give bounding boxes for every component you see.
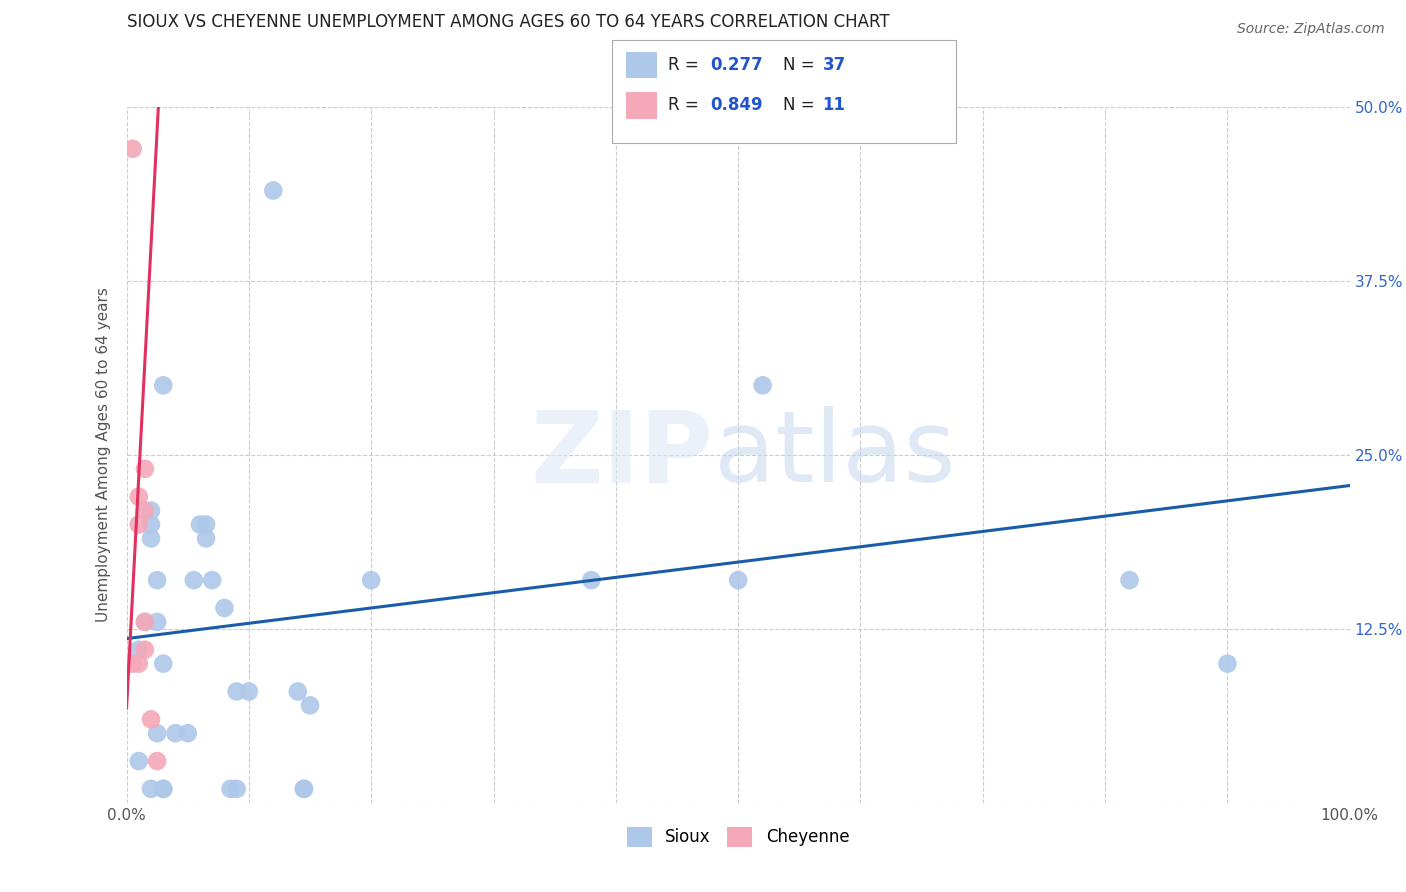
Point — [262, 184, 284, 198]
Point — [121, 142, 143, 156]
Point — [146, 754, 169, 768]
Text: R =: R = — [668, 56, 704, 74]
Point — [146, 726, 169, 740]
Point — [152, 781, 174, 796]
Point — [1216, 657, 1239, 671]
Text: 0.849: 0.849 — [710, 96, 762, 114]
Text: ZIP: ZIP — [531, 407, 714, 503]
Point — [201, 573, 224, 587]
Point — [165, 726, 187, 740]
Text: 0.277: 0.277 — [710, 56, 763, 74]
Text: Source: ZipAtlas.com: Source: ZipAtlas.com — [1237, 22, 1385, 37]
Text: N =: N = — [783, 96, 820, 114]
Point — [139, 532, 162, 546]
Point — [134, 503, 156, 517]
Point — [139, 503, 162, 517]
Point — [195, 517, 218, 532]
Point — [225, 781, 247, 796]
Text: SIOUX VS CHEYENNE UNEMPLOYMENT AMONG AGES 60 TO 64 YEARS CORRELATION CHART: SIOUX VS CHEYENNE UNEMPLOYMENT AMONG AGE… — [127, 13, 889, 31]
Point — [128, 517, 150, 532]
Point — [214, 601, 236, 615]
Point — [121, 657, 143, 671]
Point — [1118, 573, 1140, 587]
Point — [128, 490, 150, 504]
Point — [134, 462, 156, 476]
Point — [292, 781, 315, 796]
Point — [139, 781, 162, 796]
Point — [727, 573, 749, 587]
Point — [152, 657, 174, 671]
Point — [195, 532, 218, 546]
Text: 37: 37 — [823, 56, 846, 74]
Legend: Sioux, Cheyenne: Sioux, Cheyenne — [620, 820, 856, 854]
Text: 11: 11 — [823, 96, 845, 114]
Point — [139, 517, 162, 532]
Point — [751, 378, 773, 392]
Point — [177, 726, 200, 740]
Text: N =: N = — [783, 56, 820, 74]
Point — [152, 781, 174, 796]
Point — [581, 573, 603, 587]
Point — [299, 698, 322, 713]
Point — [238, 684, 260, 698]
Point — [146, 615, 169, 629]
Y-axis label: Unemployment Among Ages 60 to 64 years: Unemployment Among Ages 60 to 64 years — [96, 287, 111, 623]
Point — [188, 517, 211, 532]
Point — [146, 573, 169, 587]
Point — [134, 642, 156, 657]
Point — [134, 615, 156, 629]
Point — [134, 615, 156, 629]
Point — [360, 573, 382, 587]
Point — [219, 781, 242, 796]
Point — [128, 642, 150, 657]
Point — [152, 378, 174, 392]
Point — [128, 657, 150, 671]
Point — [183, 573, 205, 587]
Point — [287, 684, 309, 698]
Point — [139, 712, 162, 726]
Text: R =: R = — [668, 96, 704, 114]
Point — [292, 781, 315, 796]
Point — [128, 754, 150, 768]
Text: atlas: atlas — [714, 407, 955, 503]
Point — [225, 684, 247, 698]
